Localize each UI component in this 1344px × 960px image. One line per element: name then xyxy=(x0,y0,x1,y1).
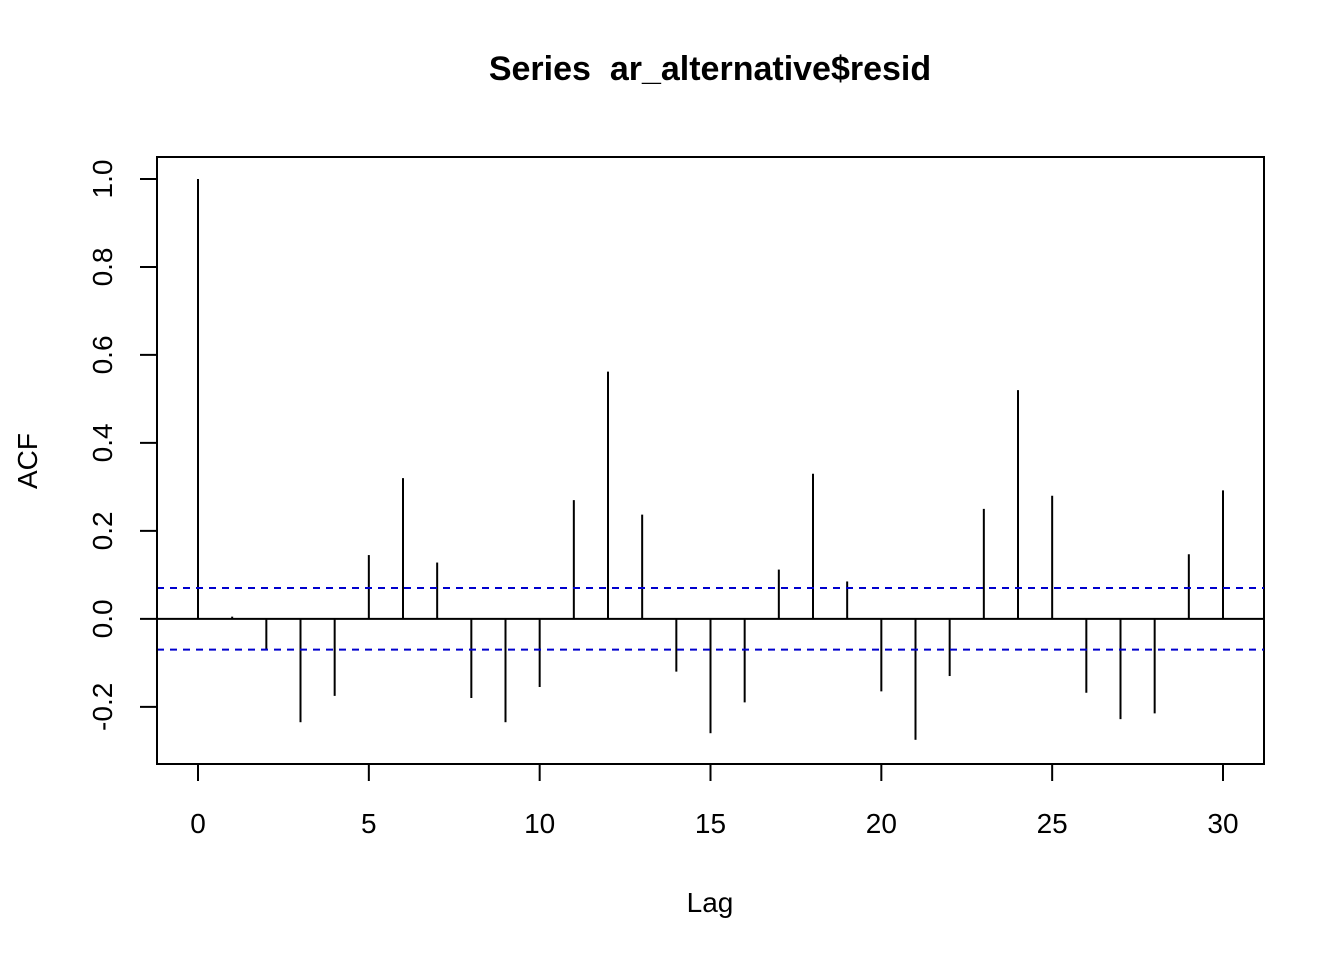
x-axis: 0 5 10 15 20 25 30 xyxy=(190,763,1239,839)
x-tick-label-25: 25 xyxy=(1037,808,1068,839)
acf-bars xyxy=(157,178,1264,740)
x-tick-label-20: 20 xyxy=(866,808,897,839)
x-tick-label-15: 15 xyxy=(695,808,726,839)
y-axis-title: ACF xyxy=(12,433,43,489)
confidence-bounds xyxy=(157,587,1264,651)
x-tick-label-10: 10 xyxy=(524,808,555,839)
chart-title: Series ar_alternative$resid xyxy=(489,50,931,88)
y-tick-label-0.6: 0.6 xyxy=(87,335,118,374)
x-axis-title: Lag xyxy=(687,887,734,918)
y-tick-label-0.0: 0.0 xyxy=(87,599,118,638)
y-tick-label-0.4: 0.4 xyxy=(87,423,118,462)
y-tick-label-0.2: 0.2 xyxy=(87,511,118,550)
x-tick-label-5: 5 xyxy=(361,808,377,839)
x-tick-label-0: 0 xyxy=(190,808,206,839)
y-tick-label-0.8: 0.8 xyxy=(87,247,118,286)
y-tick-label--0.2: -0.2 xyxy=(87,683,118,731)
y-tick-label-1.0: 1.0 xyxy=(87,160,118,199)
x-tick-label-30: 30 xyxy=(1207,808,1238,839)
y-axis: -0.2 0.0 0.2 0.4 0.6 0.8 1.0 xyxy=(87,160,158,731)
